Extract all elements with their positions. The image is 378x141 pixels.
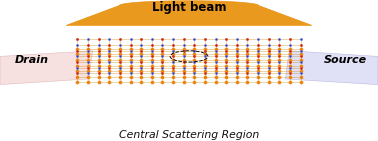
Text: Source: Source bbox=[324, 55, 367, 65]
Polygon shape bbox=[66, 1, 312, 25]
Polygon shape bbox=[0, 51, 93, 85]
Polygon shape bbox=[285, 51, 378, 85]
Text: Light beam: Light beam bbox=[152, 1, 226, 14]
Text: Drain: Drain bbox=[15, 55, 49, 65]
Text: Central Scattering Region: Central Scattering Region bbox=[119, 130, 259, 140]
